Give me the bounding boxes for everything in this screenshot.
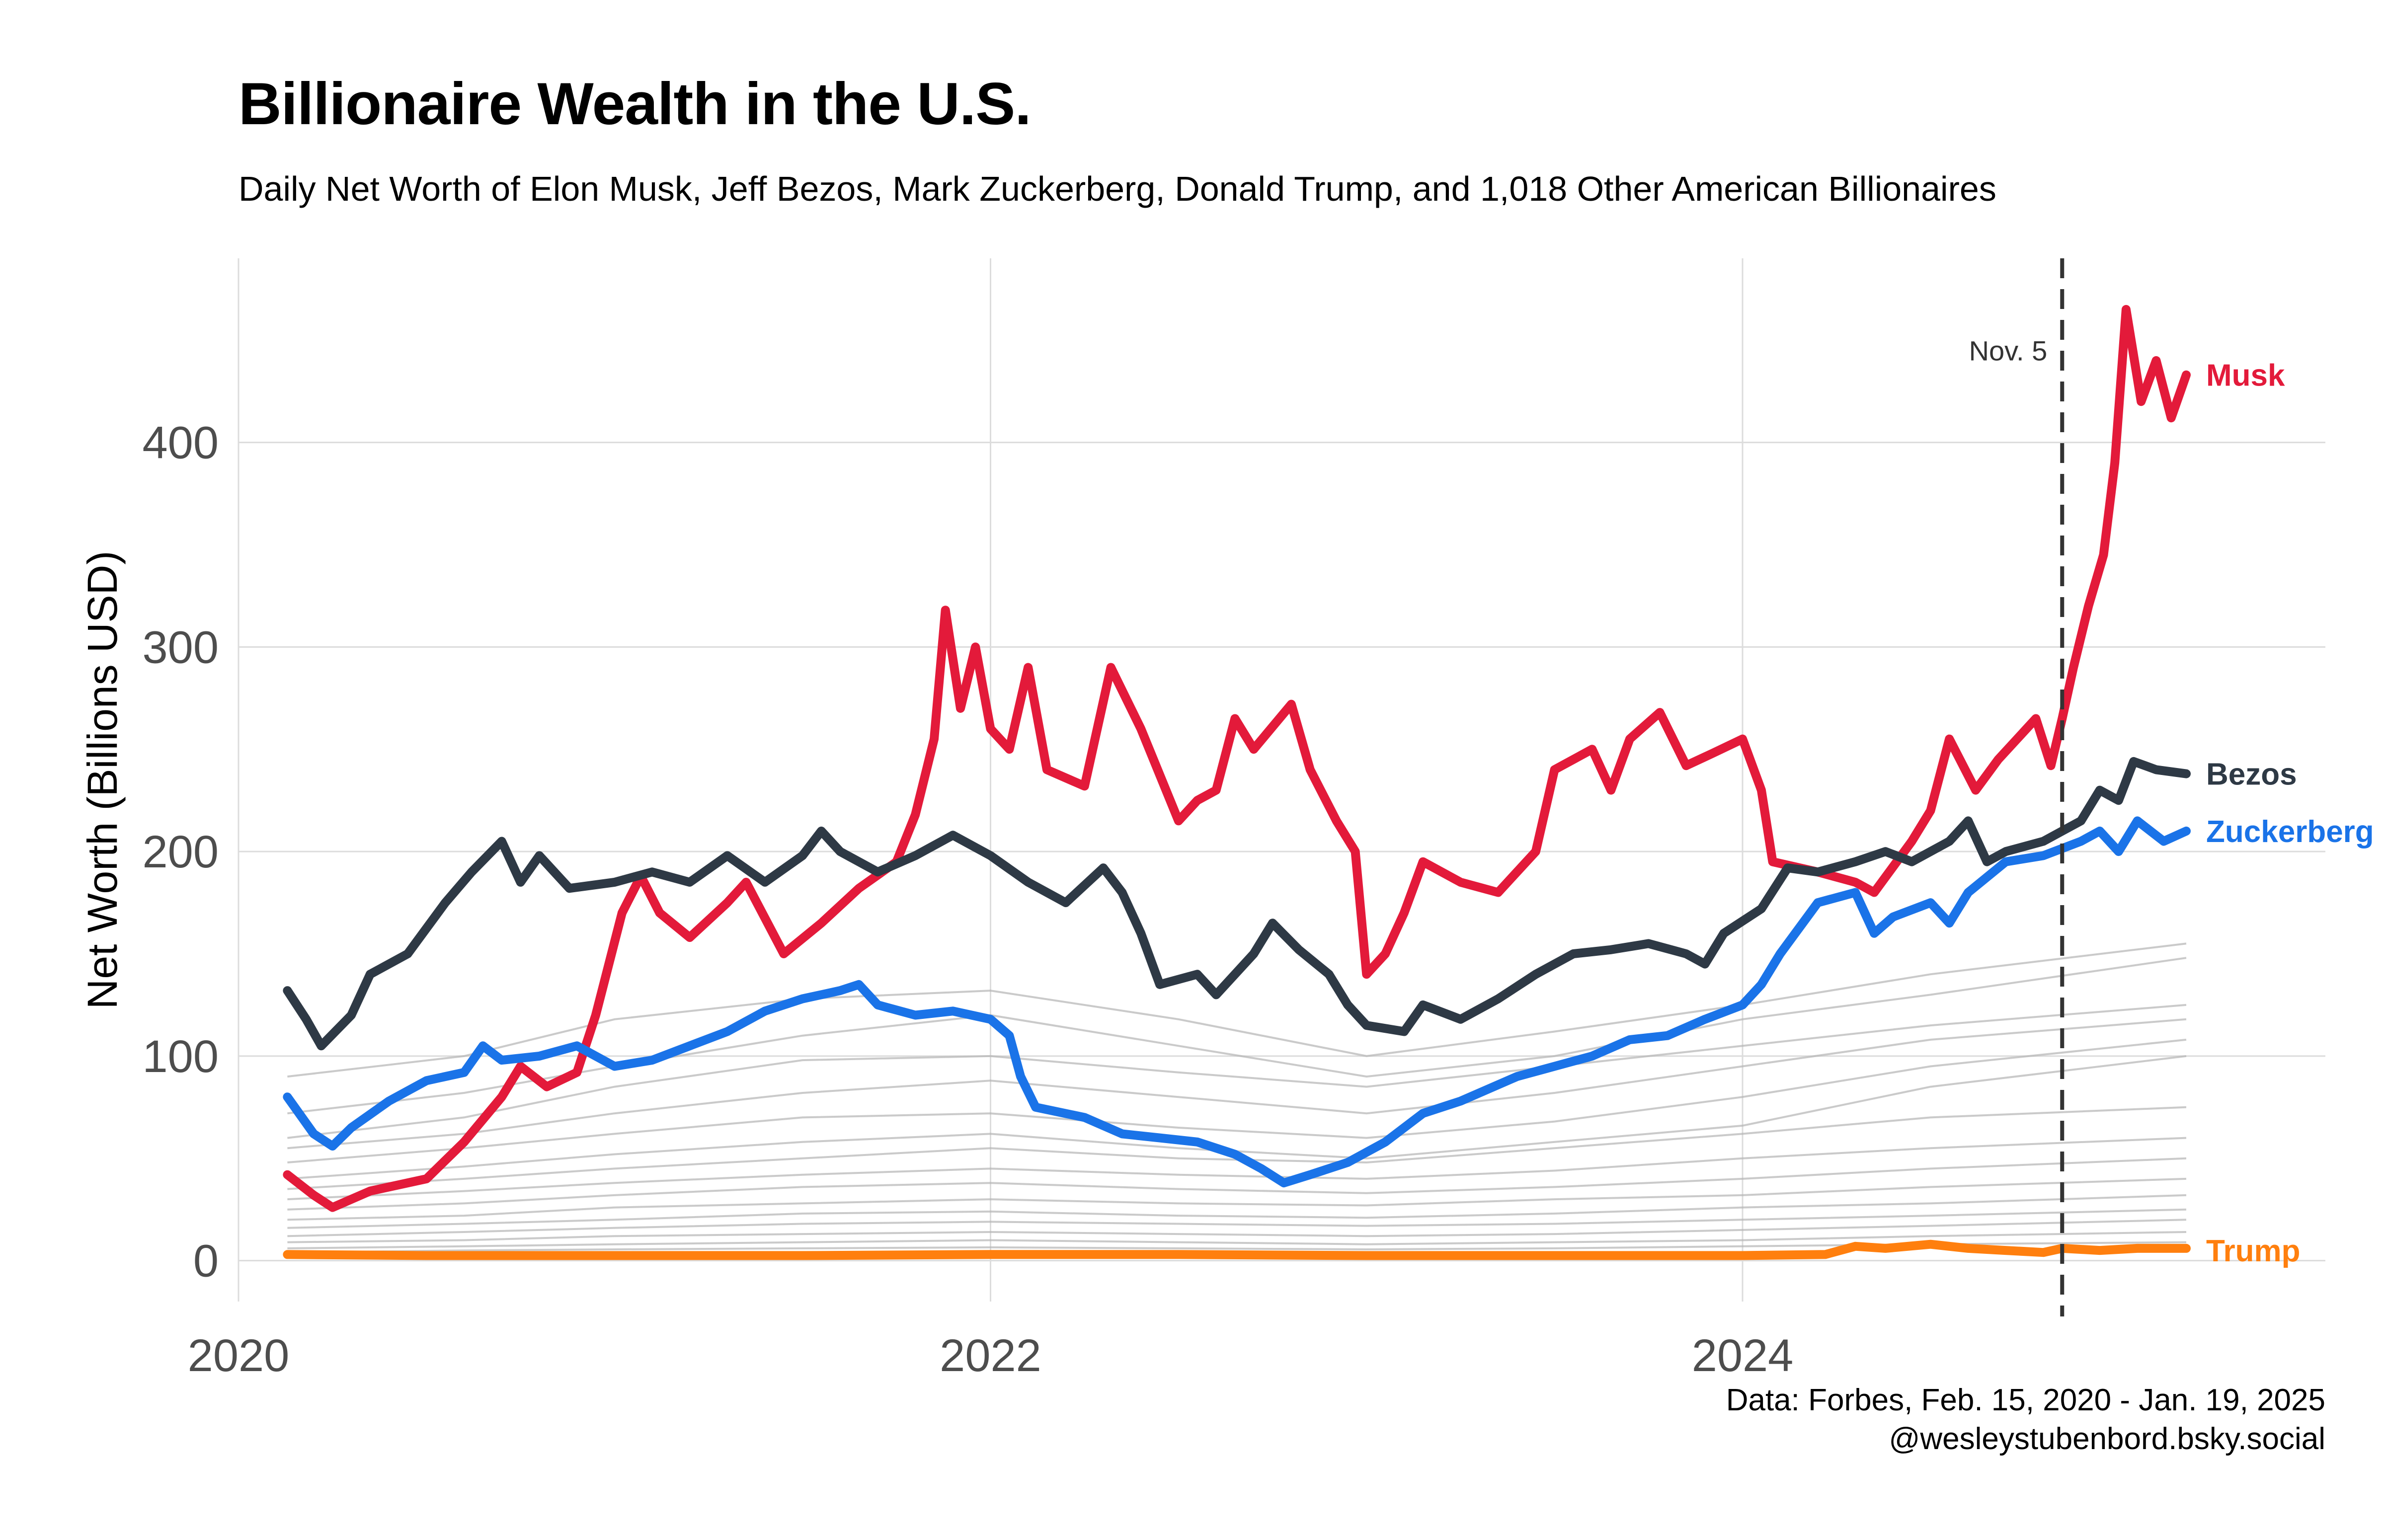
caption-handle: @wesleystubenbord.bsky.social (1889, 1421, 2325, 1456)
y-tick-label: 100 (143, 1031, 219, 1082)
bezos-line (283, 757, 2191, 1051)
musk-series-label: Musk (2206, 359, 2285, 393)
bezos-series-label: Bezos (2206, 758, 2297, 792)
other-billionaire-line (287, 1055, 2187, 1180)
other-billionaire-line (287, 1157, 2187, 1211)
caption-source: Data: Forbes, Feb. 15, 2020 - Jan. 19, 2… (1726, 1383, 2325, 1417)
other-billionaire-line (287, 942, 2187, 1078)
x-tick-label: 2020 (188, 1330, 290, 1381)
y-tick-label: 400 (143, 418, 219, 468)
other-billionaire-line (287, 1038, 2187, 1163)
other-billionaire-line (287, 1241, 2187, 1254)
other-billionaire-line (287, 1194, 2187, 1229)
trump-series-label: Trump (2206, 1234, 2300, 1268)
other-billionaire-line (287, 1137, 2187, 1201)
other-billionaire-line (287, 1106, 2187, 1190)
trump-line (283, 1239, 2191, 1260)
grid-lines (238, 258, 2325, 1302)
other-billionaire-line (287, 1177, 2187, 1221)
other-billionaire-line (287, 1231, 2187, 1249)
other-billionaire-line (287, 957, 2187, 1115)
other-billionaire-line (287, 1219, 2187, 1243)
y-axis-title: Net Worth (Billions USD) (79, 551, 126, 1009)
nov-5-annotation: Nov. 5 (1969, 335, 2048, 366)
chart-caption: Data: Forbes, Feb. 15, 2020 - Jan. 19, 2… (1726, 1381, 2325, 1458)
y-tick-label: 300 (143, 622, 219, 673)
chart-subtitle: Daily Net Worth of Elon Musk, Jeff Bezos… (238, 169, 1996, 208)
zuckerberg-series-label: Zuckerberg (2206, 815, 2374, 849)
zuckerberg-line (283, 816, 2191, 1188)
highlighted-series (283, 305, 2191, 1260)
y-tick-label: 0 (193, 1236, 219, 1287)
chart-title: Billionaire Wealth in the U.S. (238, 71, 1032, 137)
musk-line (283, 305, 2191, 1212)
other-billionaire-line (287, 1018, 2187, 1150)
x-tick-label: 2024 (1692, 1330, 1794, 1381)
other-billionaire-line (287, 1003, 2187, 1139)
other-billionaire-line (287, 1208, 2187, 1237)
axis-and-series-labels: 0 100 200 300 400 2020 2022 2024 Net Worth (Bill… (79, 335, 2374, 1381)
other-billionaires-lines (287, 942, 2187, 1254)
y-tick-label: 200 (143, 827, 219, 877)
x-tick-label: 2022 (940, 1330, 1041, 1381)
